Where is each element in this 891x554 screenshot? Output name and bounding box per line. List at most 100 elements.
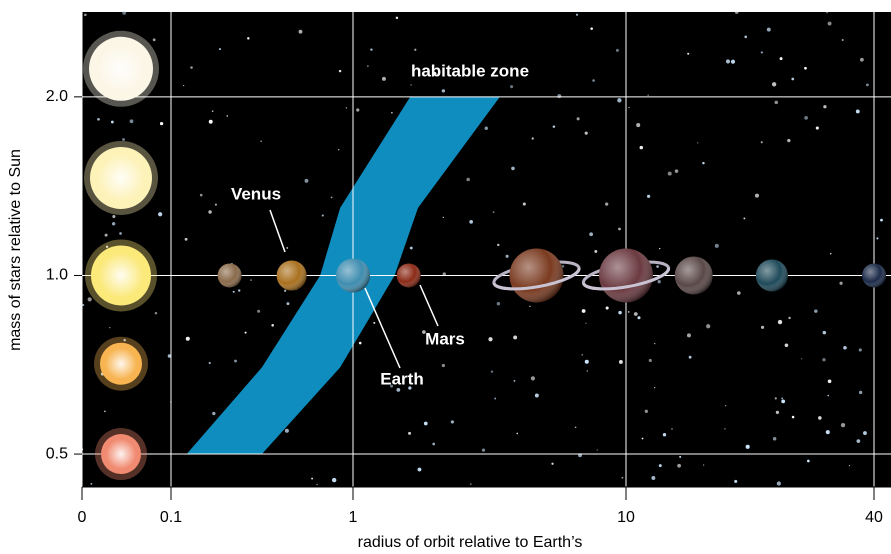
background-star bbox=[825, 430, 830, 435]
background-star bbox=[679, 455, 682, 458]
background-star bbox=[840, 423, 846, 428]
background-star bbox=[633, 312, 638, 316]
background-star bbox=[818, 416, 822, 420]
background-star bbox=[730, 59, 736, 64]
background-star bbox=[490, 370, 494, 373]
x-tick-label: 0 bbox=[78, 509, 87, 526]
background-star bbox=[590, 27, 593, 30]
background-star bbox=[105, 245, 109, 248]
background-star bbox=[496, 302, 501, 306]
background-star bbox=[356, 108, 360, 112]
background-star bbox=[647, 194, 651, 198]
background-star bbox=[771, 82, 777, 87]
background-star bbox=[575, 13, 579, 16]
background-star bbox=[779, 57, 783, 61]
background-star bbox=[511, 166, 515, 171]
background-star bbox=[330, 196, 333, 199]
x-tick-label: 40 bbox=[865, 509, 883, 526]
background-star bbox=[484, 126, 488, 130]
background-star bbox=[158, 212, 163, 217]
leader-line bbox=[364, 287, 401, 369]
background-star bbox=[743, 217, 746, 220]
background-star bbox=[822, 358, 826, 362]
background-star bbox=[208, 361, 211, 365]
background-star bbox=[90, 482, 93, 485]
background-star bbox=[218, 48, 221, 51]
background-star bbox=[432, 442, 436, 446]
background-star bbox=[686, 333, 691, 338]
background-star bbox=[827, 21, 832, 26]
background-star bbox=[441, 363, 446, 368]
background-star bbox=[876, 237, 879, 240]
background-star bbox=[647, 94, 649, 96]
background-star bbox=[605, 202, 609, 206]
background-star bbox=[725, 59, 731, 64]
background-star bbox=[662, 433, 667, 437]
background-star bbox=[829, 252, 832, 255]
leader-line bbox=[269, 209, 286, 253]
background-star bbox=[208, 210, 212, 214]
background-star bbox=[657, 280, 661, 284]
background-star bbox=[754, 193, 760, 198]
background-star bbox=[417, 467, 422, 472]
background-star bbox=[208, 119, 213, 124]
background-star bbox=[841, 39, 844, 42]
background-star bbox=[772, 437, 777, 441]
background-star bbox=[807, 459, 810, 463]
planet-shade bbox=[755, 259, 788, 292]
background-star bbox=[283, 289, 287, 292]
background-star bbox=[760, 51, 763, 54]
background-star bbox=[410, 84, 412, 86]
background-star bbox=[367, 65, 369, 68]
planet-shade bbox=[862, 263, 886, 288]
background-star bbox=[284, 428, 289, 433]
background-star bbox=[618, 360, 623, 364]
background-star bbox=[822, 330, 827, 335]
star-highlight bbox=[100, 342, 142, 385]
background-star bbox=[234, 359, 237, 363]
background-star bbox=[843, 346, 847, 350]
background-star bbox=[185, 336, 190, 341]
background-star bbox=[250, 279, 252, 281]
planet-shade bbox=[217, 263, 242, 288]
background-star bbox=[552, 125, 556, 128]
background-star bbox=[687, 52, 690, 55]
background-star bbox=[182, 84, 185, 87]
background-star bbox=[574, 426, 577, 429]
background-star bbox=[123, 338, 126, 342]
background-star bbox=[788, 316, 791, 320]
background-star bbox=[232, 290, 235, 293]
background-star bbox=[513, 379, 516, 382]
background-star bbox=[497, 243, 500, 247]
background-star bbox=[522, 202, 526, 206]
background-star bbox=[656, 265, 659, 268]
planet-label: Mars bbox=[425, 329, 465, 348]
background-star bbox=[858, 348, 862, 352]
background-star bbox=[551, 462, 554, 465]
background-star bbox=[641, 437, 644, 440]
background-star bbox=[345, 107, 348, 109]
background-star bbox=[331, 477, 337, 483]
background-star bbox=[432, 71, 437, 76]
background-star bbox=[585, 322, 587, 325]
background-star bbox=[581, 309, 586, 313]
background-star bbox=[677, 463, 681, 468]
background-star bbox=[760, 325, 765, 329]
planet-ring-front bbox=[581, 267, 671, 291]
background-star bbox=[827, 379, 832, 384]
background-star bbox=[110, 120, 114, 124]
background-star bbox=[84, 13, 87, 17]
background-star bbox=[257, 309, 261, 313]
background-star bbox=[863, 431, 867, 435]
y-tick-label: 2.0 bbox=[46, 88, 68, 105]
background-star bbox=[226, 115, 229, 117]
plot-background bbox=[82, 12, 891, 487]
background-star bbox=[804, 116, 808, 120]
background-star bbox=[109, 326, 111, 329]
planet-shade bbox=[509, 248, 564, 303]
planet-shade bbox=[276, 260, 307, 291]
background-star bbox=[594, 249, 598, 253]
background-star bbox=[513, 335, 518, 340]
background-star bbox=[791, 415, 795, 419]
